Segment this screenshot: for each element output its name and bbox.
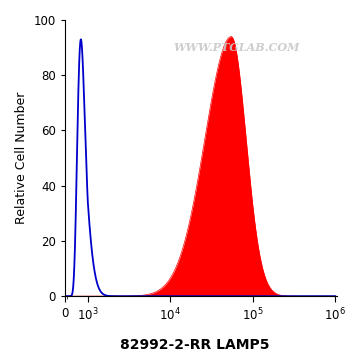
Y-axis label: Relative Cell Number: Relative Cell Number xyxy=(15,92,28,224)
Text: WWW.PTGLAB.COM: WWW.PTGLAB.COM xyxy=(173,42,300,53)
Text: 82992-2-RR LAMP5: 82992-2-RR LAMP5 xyxy=(120,339,270,352)
